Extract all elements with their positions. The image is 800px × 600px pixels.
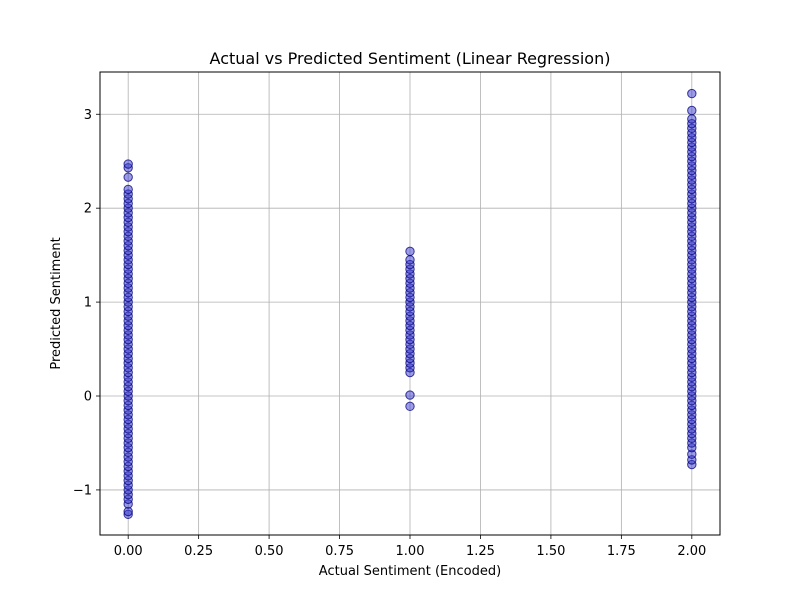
x-axis-ticks: 0.00 0.25 0.50 0.75 1.00 1.25 1.50 1.75 2.00 — [114, 535, 706, 559]
data-point — [687, 105, 697, 116]
data-point — [123, 184, 133, 195]
data-point — [123, 159, 133, 169]
data-point — [687, 114, 697, 124]
y-axis-label: Predicted Sentiment — [49, 237, 64, 369]
x-tick-label: 0.00 — [114, 544, 143, 559]
y-tick-label: 2 — [84, 202, 92, 217]
data-point — [687, 88, 697, 99]
y-tick-label: −1 — [73, 483, 92, 498]
data-point — [123, 172, 133, 182]
x-tick-label: 0.25 — [184, 544, 213, 559]
y-tick-label: 0 — [84, 390, 92, 405]
x-tick-label: 0.75 — [325, 544, 354, 559]
x-tick-label: 1.50 — [536, 544, 565, 559]
x-axis-label: Actual Sentiment (Encoded) — [319, 564, 501, 579]
point-group-2 — [687, 88, 697, 470]
point-group-0 — [123, 159, 133, 520]
data-point — [405, 390, 415, 400]
data-point — [405, 255, 415, 265]
x-tick-label: 0.50 — [255, 544, 284, 559]
point-group-1 — [405, 246, 415, 412]
chart-title: Actual vs Predicted Sentiment (Linear Re… — [210, 49, 611, 68]
data-points — [123, 88, 697, 520]
x-tick-label: 1.00 — [396, 544, 425, 559]
y-tick-label: 3 — [84, 108, 92, 123]
x-tick-label: 1.75 — [607, 544, 636, 559]
x-tick-label: 2.00 — [677, 544, 706, 559]
y-axis-ticks: −1 0 1 2 3 — [73, 108, 100, 498]
x-tick-label: 1.25 — [466, 544, 495, 559]
data-point — [405, 246, 415, 257]
y-tick-label: 1 — [84, 296, 92, 311]
data-point — [405, 401, 415, 412]
